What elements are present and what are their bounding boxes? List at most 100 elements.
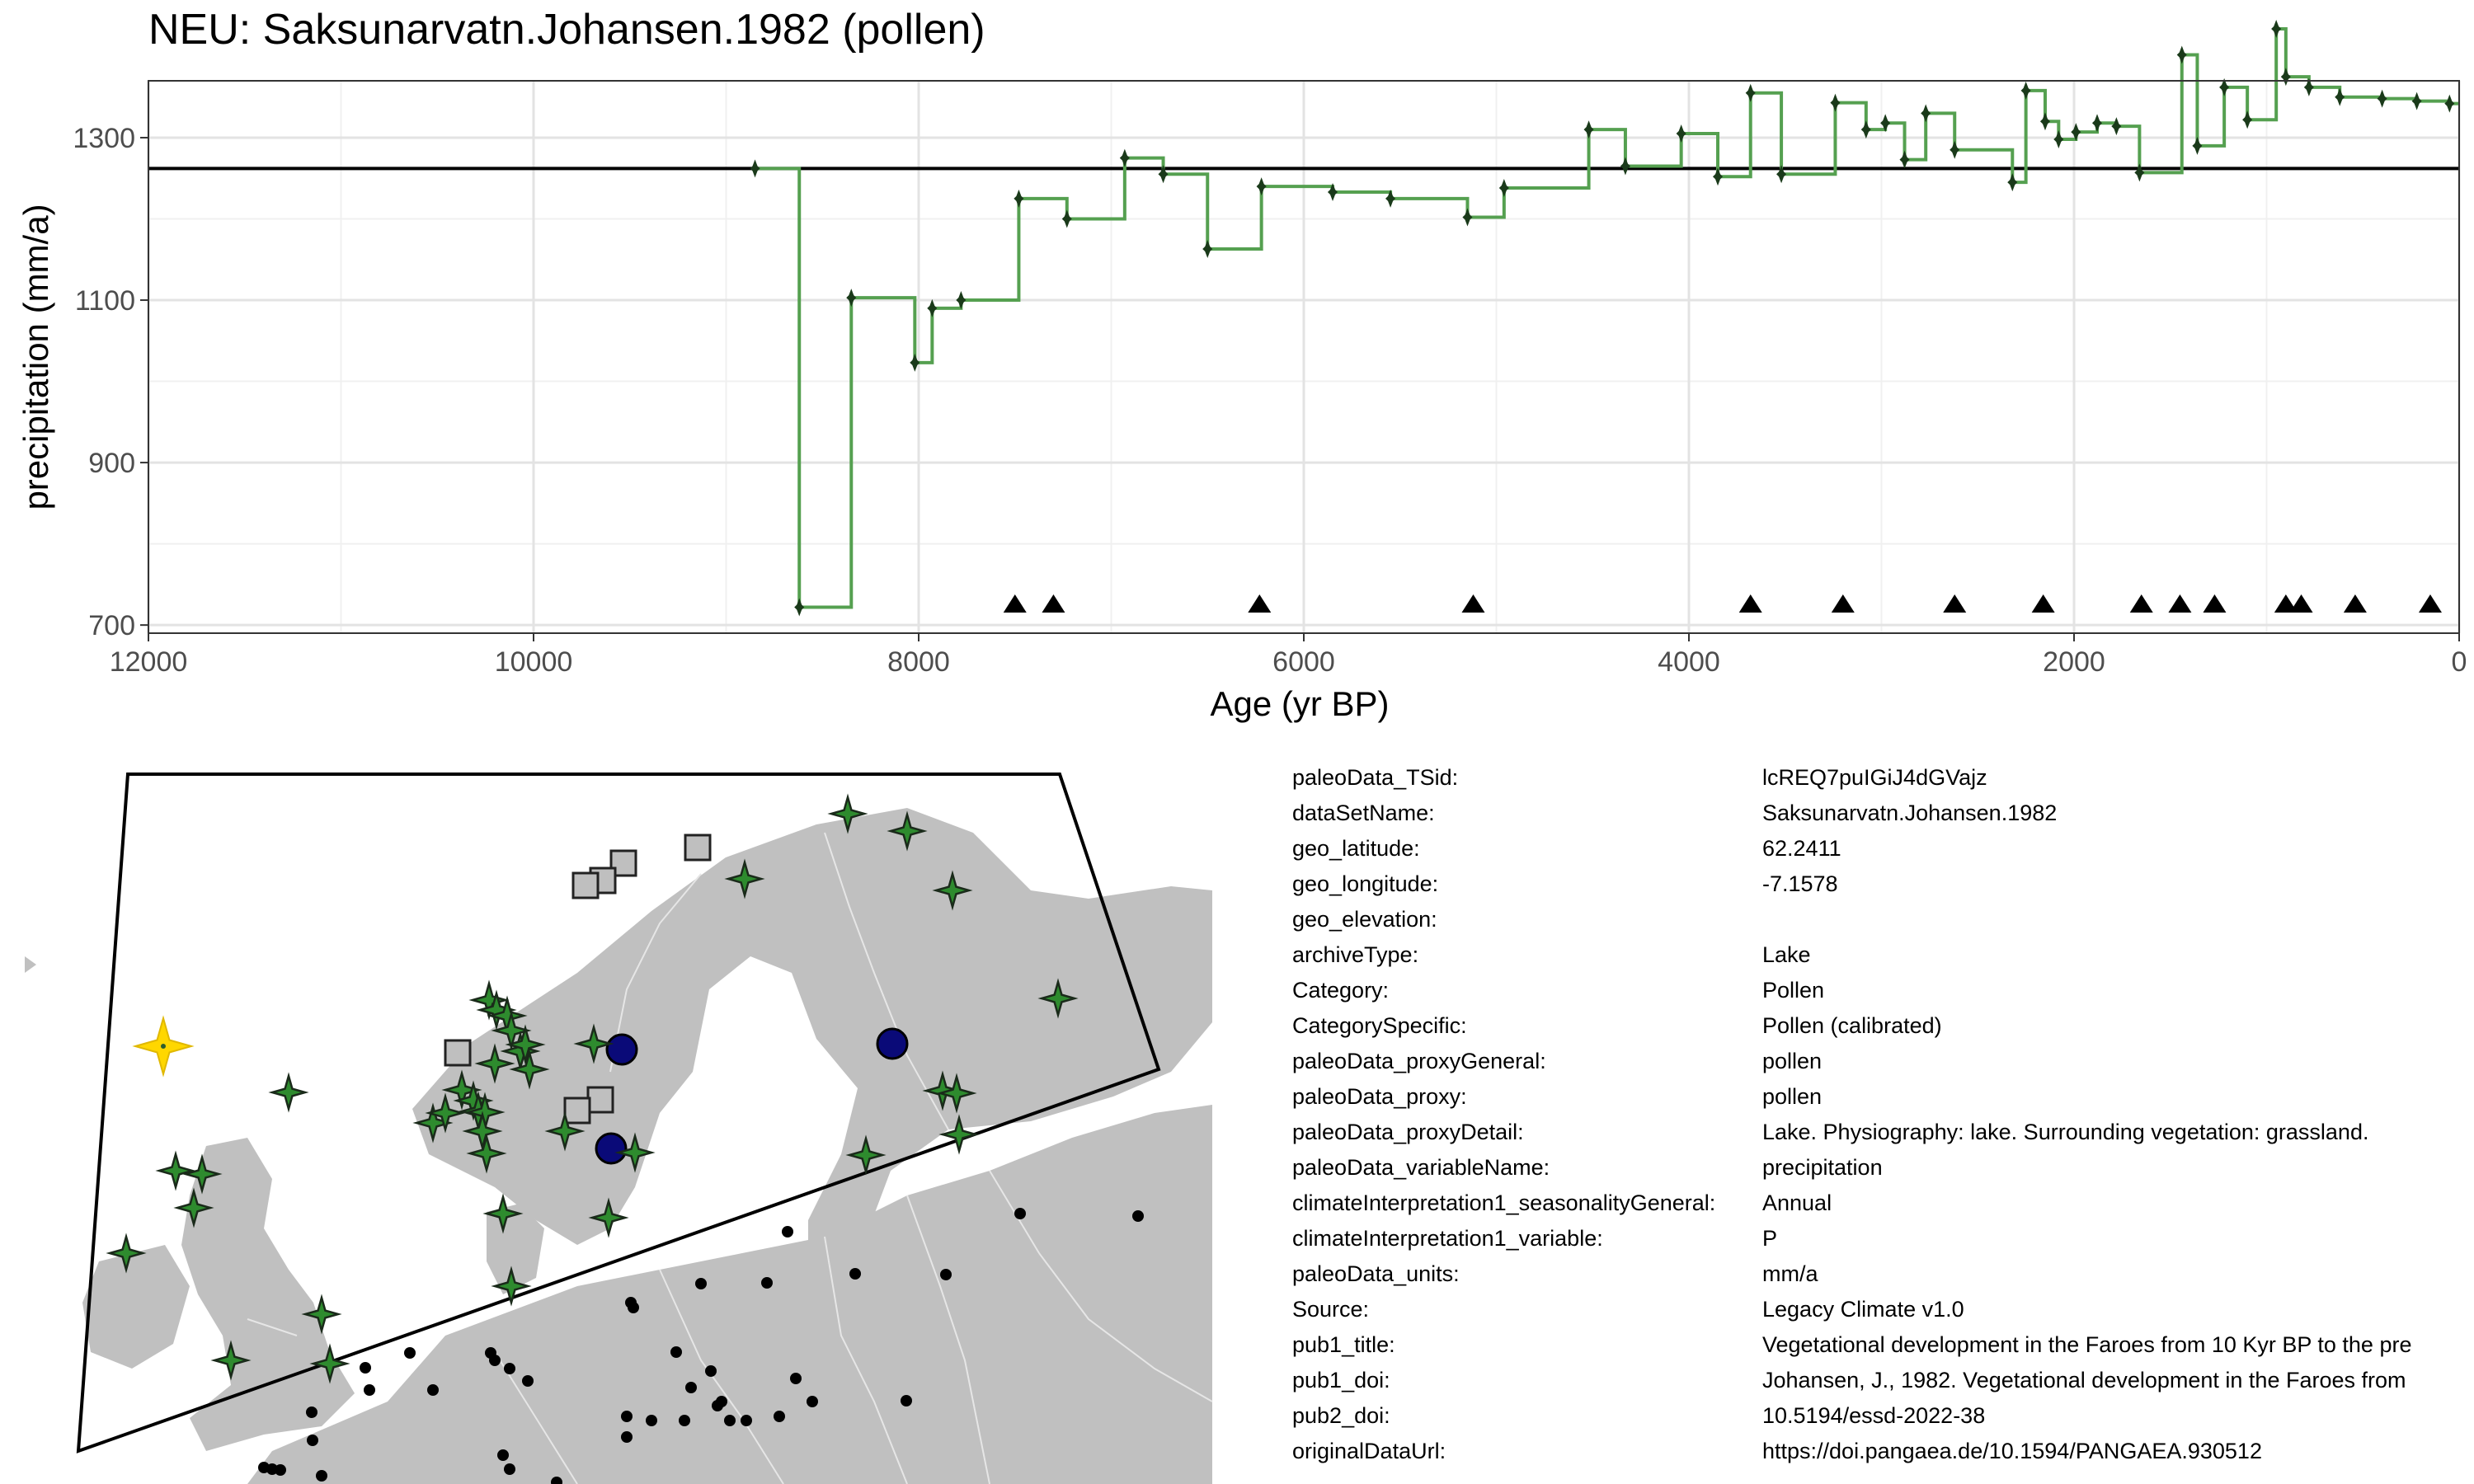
x-tick-label: 8000	[887, 646, 950, 678]
land-britain	[181, 1138, 355, 1451]
x-axis-label: Age (yr BP)	[1210, 684, 1389, 723]
map-site-dot	[306, 1407, 317, 1418]
data-point	[2219, 77, 2230, 96]
data-point	[2335, 87, 2345, 106]
data-point	[1327, 182, 1338, 201]
x-tick-label: 12000	[110, 646, 188, 678]
precipitation-chart: 12000 10000 8000 6000 4000 2000 0 700 900 1100 130…	[16, 19, 2467, 723]
land-scandinavia	[412, 808, 1212, 1311]
map-site-square	[563, 1097, 591, 1125]
map-site-dot	[316, 1470, 327, 1482]
map-site-star	[509, 1049, 550, 1090]
data-point	[1462, 208, 1473, 227]
map-site-star	[181, 1153, 223, 1195]
metadata-key: pub1_doi:	[1292, 1368, 1390, 1392]
map-site-dot	[522, 1375, 534, 1387]
data-point	[1899, 150, 1910, 169]
metadata-row: pub1_doi: Johansen, J., 1982. Vegetationa…	[1292, 1363, 2474, 1398]
metadata-row: paleoData_variableName: precipitation	[1292, 1150, 2474, 1186]
data-point	[1950, 140, 1960, 159]
metadata-key: pub1_title:	[1292, 1332, 1395, 1357]
metadata-row: paleoData_proxy: pollen	[1292, 1079, 2474, 1115]
map-site-star	[887, 810, 928, 852]
metadata-value: Johansen, J., 1982. Vegetational develop…	[1762, 1368, 2406, 1392]
data-point	[1712, 167, 1724, 186]
data-point	[1256, 177, 1267, 196]
map-site-star	[155, 1150, 196, 1191]
map-site-dot	[724, 1415, 736, 1426]
metadata-value: precipitation	[1762, 1155, 1883, 1180]
data-point	[1583, 120, 1594, 139]
land-ireland	[82, 1245, 190, 1369]
map-site-dot	[685, 1382, 697, 1393]
map-site-star	[922, 1070, 963, 1111]
data-point	[2053, 129, 2064, 148]
map-site-star	[936, 1073, 977, 1114]
data-point	[2444, 94, 2455, 113]
age-marker	[2274, 594, 2298, 613]
map-site-square	[684, 834, 712, 862]
metadata-key: CategorySpecific:	[1292, 1013, 1467, 1038]
metadata-value: Pollen	[1762, 978, 1825, 1003]
age-marker	[2418, 594, 2442, 613]
metadata-value: lcREQ7puIGiJ4dGVajz	[1762, 765, 1987, 790]
map-site-dot	[504, 1463, 515, 1475]
metadata-table: paleoData_TSid: lcREQ7puIGiJ4dGVajz dataSe…	[1292, 760, 2474, 1469]
data-point	[1776, 165, 1787, 184]
metadata-row: geo_latitude: 62.2411	[1292, 831, 2474, 866]
metadata-row: dataSetName: Saksunarvatn.Johansen.1982	[1292, 796, 2474, 831]
data-point	[1061, 209, 1072, 228]
data-point	[1921, 104, 1931, 123]
country-borders	[247, 832, 1213, 1484]
metadata-row: pub1_title: Vegetational development in t…	[1292, 1327, 2474, 1363]
map-site-star	[462, 1111, 503, 1152]
metadata-key: Source:	[1292, 1297, 1370, 1322]
map-site-star	[827, 793, 868, 834]
data-point	[1202, 239, 1213, 258]
map-site-dot	[807, 1396, 818, 1407]
y-tick-label: 1100	[75, 285, 135, 317]
metadata-row: climateInterpretation1_variable: P	[1292, 1221, 2474, 1256]
metadata-row: CategorySpecific: Pollen (calibrated)	[1292, 1008, 2474, 1044]
data-point	[2134, 163, 2145, 182]
age-marker	[1248, 594, 1272, 613]
metadata-value: Lake. Physiography: lake. Surrounding ve…	[1762, 1120, 2369, 1144]
metadata-key: paleoData_TSid:	[1292, 765, 1459, 790]
map-site-star	[845, 1134, 887, 1176]
map-site-star	[491, 1266, 532, 1307]
selected-site-center	[161, 1044, 166, 1049]
map-site-star	[301, 1294, 342, 1335]
metadata-value: Vegetational development in the Faroes f…	[1762, 1332, 2412, 1357]
data-point	[2007, 173, 2018, 192]
map-site-star	[482, 1193, 524, 1234]
data-point	[2411, 92, 2422, 110]
data-point	[750, 159, 760, 178]
map-site-dot	[275, 1464, 286, 1476]
metadata-key: geo_longitude:	[1292, 871, 1439, 896]
metadata-row: paleoData_TSid: lcREQ7puIGiJ4dGVajz	[1292, 760, 2474, 796]
x-tick-label: 0	[2452, 646, 2467, 678]
metadata-key: geo_elevation:	[1292, 907, 1437, 932]
map-site-star	[412, 1102, 454, 1144]
map-site-dot	[504, 1363, 515, 1374]
metadata-value: https://doi.pangaea.de/10.1594/PANGAEA.9…	[1762, 1439, 2262, 1463]
precipitation-line	[755, 26, 2459, 609]
map-site-star	[441, 1069, 482, 1111]
map-site-square	[571, 871, 600, 899]
metadata-value	[1762, 902, 2474, 937]
x-tick-label: 6000	[1272, 646, 1335, 678]
map-site-dot	[705, 1365, 717, 1377]
metadata-value: 62.2411	[1762, 836, 1841, 861]
map-site-star	[938, 1114, 980, 1155]
data-point	[2071, 123, 2081, 142]
arrow-marker	[25, 956, 36, 973]
map-site-star	[573, 1023, 614, 1064]
map-site-dot	[404, 1347, 416, 1359]
map-site-dot	[1132, 1210, 1144, 1222]
map-site-dot	[670, 1346, 682, 1358]
metadata-key: paleoData_proxyGeneral:	[1292, 1049, 1546, 1073]
map-site-dot	[1014, 1208, 1026, 1219]
y-tick-label: 900	[88, 448, 135, 479]
metadata-row: originalDataUrl: https://doi.pangaea.de/1…	[1292, 1434, 2474, 1469]
age-marker	[2031, 594, 2055, 613]
